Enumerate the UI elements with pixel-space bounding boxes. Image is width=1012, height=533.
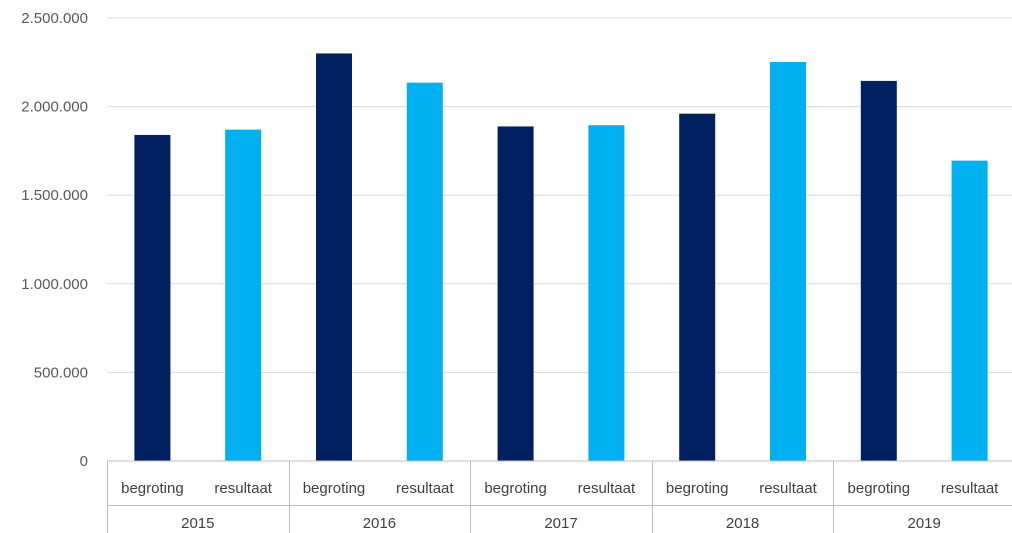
y-tick-label: 0 — [80, 453, 88, 470]
x-group-label: 2018 — [726, 515, 759, 532]
y-tick-label: 2.000.000 — [21, 99, 88, 116]
bar-2017-begroting — [497, 126, 534, 461]
y-tick-label: 1.500.000 — [21, 187, 88, 204]
bar-2016-begroting — [316, 53, 352, 461]
x-group-label: 2019 — [908, 515, 941, 532]
bars — [134, 53, 988, 462]
bar-2016-resultaat — [406, 82, 443, 461]
x-category-label: begroting — [484, 480, 547, 497]
x-group-label: 2017 — [544, 515, 577, 532]
bar-2019-resultaat — [951, 160, 988, 461]
bar-2015-resultaat — [225, 129, 262, 462]
x-group-label: 2016 — [363, 515, 396, 532]
x-category-label: resultaat — [578, 480, 636, 497]
y-axis-tick-labels: 0 500.000 1.000.000 1.500.000 2.000.000 2.500… — [21, 10, 88, 470]
bar-2019-begroting — [860, 80, 897, 461]
x-category-label: begroting — [666, 480, 729, 497]
x-category-label: resultaat — [214, 480, 272, 497]
x-category-label: begroting — [121, 480, 184, 497]
y-tick-label: 500.000 — [34, 364, 88, 381]
bar-2018-begroting — [679, 113, 716, 462]
x-category-label: resultaat — [759, 480, 817, 497]
bar-2017-resultaat — [588, 125, 625, 462]
x-group-label: 2015 — [181, 515, 214, 532]
x-category-label: resultaat — [396, 480, 454, 497]
y-tick-label: 1.000.000 — [21, 276, 88, 293]
y-tick-label: 2.500.000 — [21, 10, 88, 27]
x-category-label: begroting — [848, 480, 911, 497]
bar-2015-begroting — [134, 134, 171, 461]
x-category-label: begroting — [303, 480, 366, 497]
x-category-label: resultaat — [941, 480, 999, 497]
bar-2018-resultaat — [770, 61, 806, 462]
x-axis: begroting resultaat 2015 begroting resultaat… — [107, 460, 1012, 533]
